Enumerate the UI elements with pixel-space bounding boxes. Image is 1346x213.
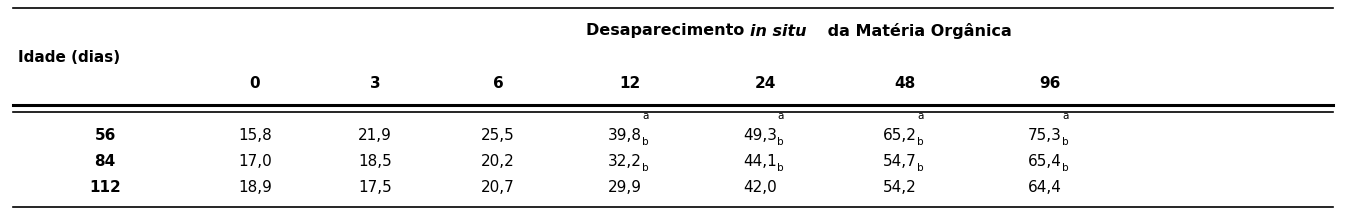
Text: 20,2: 20,2: [481, 154, 516, 168]
Text: 42,0: 42,0: [743, 180, 777, 194]
Text: 6: 6: [493, 75, 503, 91]
Text: 25,5: 25,5: [481, 128, 516, 142]
Text: in situ: in situ: [750, 23, 806, 39]
Text: 65,4: 65,4: [1028, 154, 1062, 168]
Text: 15,8: 15,8: [238, 128, 272, 142]
Text: b: b: [917, 163, 923, 173]
Text: 75,3: 75,3: [1028, 128, 1062, 142]
Text: a: a: [1062, 111, 1069, 121]
Text: 39,8: 39,8: [608, 128, 642, 142]
Text: 32,2: 32,2: [608, 154, 642, 168]
Text: b: b: [777, 163, 783, 173]
Text: 12: 12: [619, 75, 641, 91]
Text: 49,3: 49,3: [743, 128, 777, 142]
Text: 54,7: 54,7: [883, 154, 917, 168]
Text: 54,2: 54,2: [883, 180, 917, 194]
Text: 24: 24: [754, 75, 775, 91]
Text: 3: 3: [370, 75, 381, 91]
Text: a: a: [642, 111, 649, 121]
Text: b: b: [642, 137, 649, 147]
Text: 65,2: 65,2: [883, 128, 917, 142]
Text: a: a: [917, 111, 923, 121]
Text: Idade (dias): Idade (dias): [17, 50, 120, 66]
Text: b: b: [917, 137, 923, 147]
Text: 17,0: 17,0: [238, 154, 272, 168]
Text: 84: 84: [94, 154, 116, 168]
Text: 96: 96: [1039, 75, 1061, 91]
Text: 18,9: 18,9: [238, 180, 272, 194]
Text: 20,7: 20,7: [481, 180, 516, 194]
Text: b: b: [777, 137, 783, 147]
Text: a: a: [777, 111, 783, 121]
Text: b: b: [1062, 137, 1069, 147]
Text: 44,1: 44,1: [743, 154, 777, 168]
Text: 48: 48: [894, 75, 915, 91]
Text: 112: 112: [89, 180, 121, 194]
Text: 29,9: 29,9: [608, 180, 642, 194]
Text: 0: 0: [250, 75, 260, 91]
Text: b: b: [642, 163, 649, 173]
Text: b: b: [1062, 163, 1069, 173]
Text: 17,5: 17,5: [358, 180, 392, 194]
Text: da Matéria Orgânica: da Matéria Orgânica: [822, 23, 1012, 39]
Text: 18,5: 18,5: [358, 154, 392, 168]
Text: Desaparecimento: Desaparecimento: [586, 23, 750, 39]
Text: 56: 56: [94, 128, 116, 142]
Text: 64,4: 64,4: [1028, 180, 1062, 194]
Text: 21,9: 21,9: [358, 128, 392, 142]
